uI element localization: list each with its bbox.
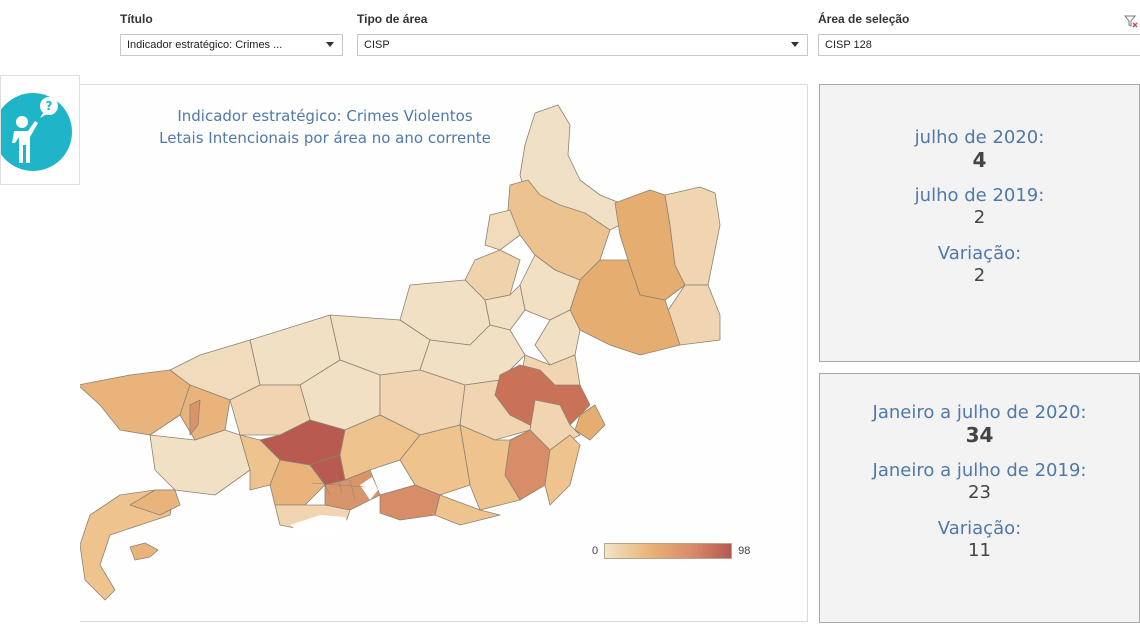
ytd-previous-value: 23 [968,482,991,503]
monthly-variation-value: 2 [973,265,986,286]
chevron-down-icon [326,42,334,47]
monthly-current-label: julho de 2020: [914,127,1045,148]
area-selecao-value: CISP 128 [825,39,872,51]
legend-max: 98 [738,545,751,557]
chevron-down-icon [791,42,799,47]
monthly-kpi-panel: julho de 2020: 4 julho de 2019: 2 Variaç… [819,84,1140,362]
filter-clear-icon[interactable] [1124,14,1138,28]
help-person-icon: ? [0,93,72,171]
tipo-area-dropdown[interactable]: CISP [357,34,808,56]
map-title-line2: Letais Intencionais por área no ano corr… [159,129,491,147]
map-panel: Indicador estratégico: Crimes Violentos … [80,84,808,622]
titulo-value: Indicador estratégico: Crimes ... [127,39,283,51]
map-title-line1: Indicador estratégico: Crimes Violentos [177,107,473,125]
ytd-current-label: Janeiro a julho de 2020: [872,402,1087,423]
ytd-variation-value: 11 [968,540,991,561]
legend-min: 0 [592,545,599,557]
tipo-area-label: Tipo de área [357,12,428,26]
color-legend: 0 98 [592,543,750,559]
ytd-kpi-panel: Janeiro a julho de 2020: 34 Janeiro a ju… [819,373,1140,623]
tipo-area-value: CISP [364,39,390,51]
titulo-dropdown[interactable]: Indicador estratégico: Crimes ... [120,34,343,56]
monthly-current-value: 4 [972,148,987,172]
monthly-previous-value: 2 [973,207,986,228]
area-selecao-label: Área de seleção [818,12,910,26]
ytd-current-value: 34 [965,423,994,447]
legend-gradient-bar [604,543,733,559]
area-selecao-input[interactable]: CISP 128 [818,34,1140,56]
ytd-previous-label: Janeiro a julho de 2019: [872,460,1087,481]
map-title: Indicador estratégico: Crimes Violentos … [130,105,520,149]
help-tile[interactable]: ? [0,75,80,185]
ytd-variation-label: Variação: [937,518,1022,539]
svg-text:?: ? [46,99,53,113]
titulo-label: Título [120,12,153,26]
monthly-previous-label: julho de 2019: [914,185,1045,206]
choropleth-map[interactable] [80,85,808,623]
monthly-variation-label: Variação: [937,243,1022,264]
